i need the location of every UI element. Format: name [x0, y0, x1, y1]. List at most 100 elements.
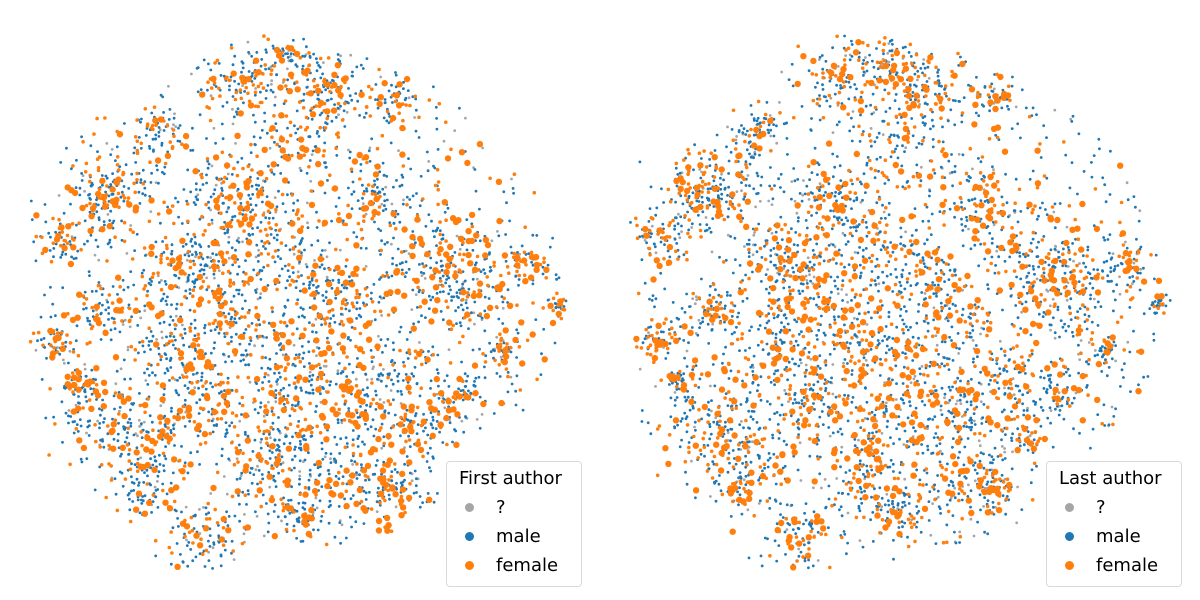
point-male: [168, 379, 171, 382]
point-male: [157, 135, 161, 138]
point-male: [240, 413, 243, 416]
point-male: [467, 389, 470, 393]
point-male: [345, 286, 349, 290]
point-female: [181, 404, 186, 409]
point-unknown: [306, 201, 309, 205]
point-male: [279, 257, 282, 261]
point-male: [120, 452, 123, 456]
point-male: [505, 201, 508, 205]
point-male: [236, 107, 240, 111]
point-female: [393, 99, 398, 104]
point-male: [217, 62, 221, 65]
point-male: [130, 462, 133, 466]
point-male: [49, 235, 52, 239]
point-male: [158, 321, 162, 325]
point-male: [482, 268, 485, 272]
point-male: [209, 381, 213, 385]
point-male: [32, 240, 36, 244]
point-male: [151, 334, 155, 338]
point-male: [251, 232, 255, 236]
point-female: [354, 295, 358, 300]
point-male: [333, 320, 337, 324]
point-female: [288, 120, 293, 125]
point-male: [421, 501, 424, 504]
point-female: [242, 412, 249, 419]
point-male: [164, 457, 168, 461]
point-unknown: [173, 378, 177, 382]
point-unknown: [57, 194, 61, 197]
point-female: [148, 304, 155, 311]
point-unknown: [757, 502, 761, 505]
point-female: [247, 102, 255, 109]
point-unknown: [501, 306, 505, 310]
point-female: [331, 71, 338, 79]
point-male: [230, 539, 234, 543]
point-female: [97, 155, 102, 159]
point-male: [388, 372, 391, 376]
point-unknown: [382, 401, 386, 404]
point-unknown: [780, 70, 784, 74]
point-female: [28, 339, 33, 344]
point-male: [298, 439, 302, 443]
point-male: [168, 108, 172, 111]
point-male: [286, 394, 290, 398]
point-male: [395, 481, 398, 485]
point-male: [113, 407, 116, 411]
point-unknown: [364, 212, 368, 216]
point-male: [166, 369, 170, 372]
point-unknown: [697, 318, 701, 322]
point-female: [295, 432, 302, 439]
point-male: [463, 372, 467, 376]
point-male: [385, 119, 389, 123]
point-female: [336, 135, 341, 139]
point-female: [292, 528, 296, 533]
point-female: [224, 195, 228, 200]
point-unknown: [720, 172, 723, 176]
point-female: [502, 296, 507, 301]
point-unknown: [1053, 336, 1057, 340]
point-male: [209, 195, 213, 199]
point-female: [173, 485, 177, 490]
point-male: [351, 429, 355, 432]
point-male: [373, 318, 377, 322]
point-male: [891, 58, 894, 61]
point-male: [410, 372, 414, 376]
point-female: [228, 284, 232, 288]
point-male: [148, 147, 152, 150]
point-female: [524, 263, 528, 267]
point-male: [296, 199, 300, 202]
point-unknown: [943, 396, 946, 400]
point-male: [79, 457, 83, 461]
point-female: [488, 176, 492, 181]
point-male: [348, 275, 351, 279]
point-male: [161, 482, 165, 486]
point-male: [439, 310, 443, 313]
point-male: [222, 74, 226, 78]
point-male: [333, 457, 336, 461]
point-female: [486, 283, 490, 288]
point-female: [262, 34, 266, 38]
point-female: [355, 291, 360, 296]
point-female: [301, 287, 308, 294]
point-male: [51, 302, 55, 306]
point-male: [331, 279, 335, 282]
point-unknown: [1132, 261, 1136, 265]
point-female: [523, 225, 527, 229]
point-male: [215, 176, 219, 180]
point-male: [401, 261, 404, 265]
point-male: [137, 351, 140, 355]
point-male: [891, 42, 894, 46]
point-female: [49, 259, 54, 264]
point-male: [228, 84, 231, 88]
point-female: [334, 247, 338, 252]
point-male: [473, 263, 477, 267]
point-female: [393, 92, 401, 99]
point-female: [186, 249, 191, 254]
point-male: [261, 477, 265, 481]
point-unknown: [939, 408, 943, 412]
point-female: [240, 541, 245, 546]
point-male: [320, 447, 324, 451]
point-female: [81, 406, 85, 410]
point-male: [150, 280, 154, 283]
point-male: [223, 220, 227, 224]
